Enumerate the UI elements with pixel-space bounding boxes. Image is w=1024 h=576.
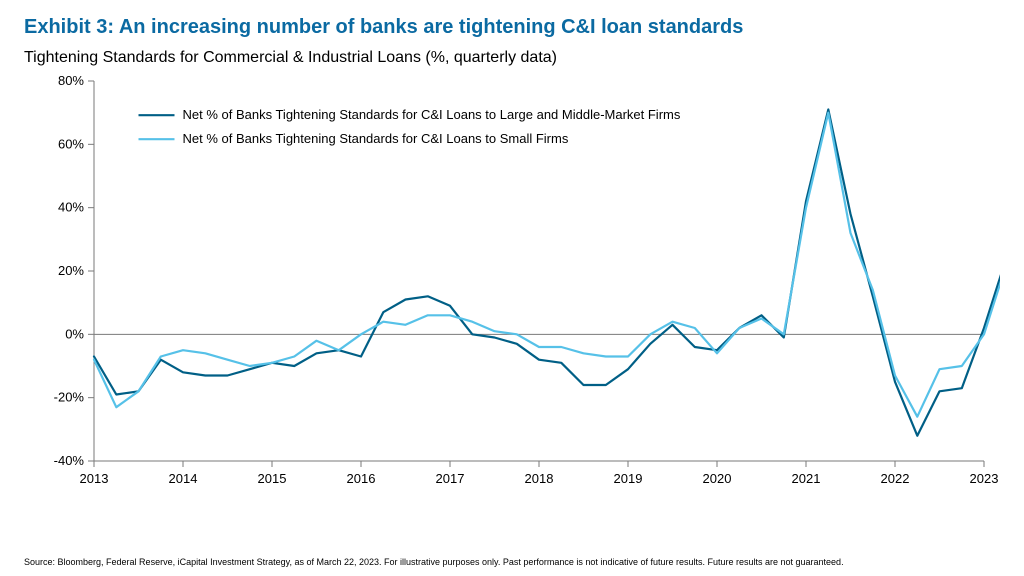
svg-text:2020: 2020 bbox=[703, 471, 732, 486]
chart-container: Exhibit 3: An increasing number of banks… bbox=[0, 0, 1024, 576]
svg-text:2016: 2016 bbox=[347, 471, 376, 486]
svg-text:2022: 2022 bbox=[881, 471, 910, 486]
svg-text:2018: 2018 bbox=[525, 471, 554, 486]
exhibit-title: Exhibit 3: An increasing number of banks… bbox=[24, 16, 1000, 39]
svg-text:Net % of Banks Tightening Stan: Net % of Banks Tightening Standards for … bbox=[183, 131, 569, 146]
line-chart-svg: -40% -20% 0% 20% 40% 60% 80% 2013 2014 2015 2016 20… bbox=[24, 71, 1000, 511]
svg-text:80%: 80% bbox=[58, 73, 84, 88]
svg-text:2019: 2019 bbox=[614, 471, 643, 486]
svg-text:20%: 20% bbox=[58, 263, 84, 278]
svg-text:2013: 2013 bbox=[80, 471, 109, 486]
source-footnote: Source: Bloomberg, Federal Reserve, iCap… bbox=[24, 557, 1000, 568]
chart-plot-area: -40% -20% 0% 20% 40% 60% 80% 2013 2014 2015 2016 20… bbox=[24, 71, 1000, 511]
svg-text:2021: 2021 bbox=[792, 471, 821, 486]
svg-text:40%: 40% bbox=[58, 200, 84, 215]
svg-text:2015: 2015 bbox=[258, 471, 287, 486]
svg-text:60%: 60% bbox=[58, 136, 84, 151]
svg-text:2014: 2014 bbox=[169, 471, 198, 486]
svg-text:2017: 2017 bbox=[436, 471, 465, 486]
svg-text:Net % of Banks Tightening Stan: Net % of Banks Tightening Standards for … bbox=[183, 107, 681, 122]
svg-text:-20%: -20% bbox=[54, 390, 85, 405]
exhibit-subtitle: Tightening Standards for Commercial & In… bbox=[24, 49, 1000, 67]
svg-text:0%: 0% bbox=[65, 326, 84, 341]
svg-text:-40%: -40% bbox=[54, 453, 85, 468]
svg-text:2023: 2023 bbox=[970, 471, 999, 486]
